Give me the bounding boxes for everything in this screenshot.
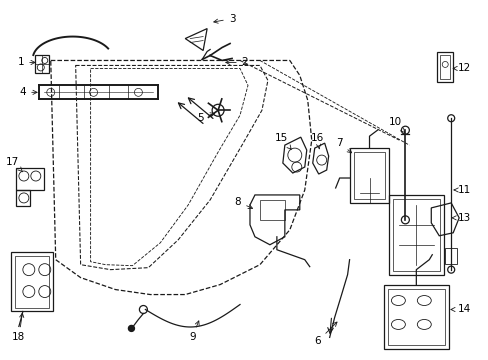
Circle shape [128,325,134,332]
Text: 2: 2 [225,58,248,67]
Text: 17: 17 [6,157,22,172]
Bar [16,190,30,206]
Text: 3: 3 [213,14,235,24]
Bar [16,168,44,190]
Text: 14: 14 [450,305,470,315]
Text: 11: 11 [453,185,470,195]
Bar [393,199,439,271]
Bar [11,252,53,311]
Text: 13: 13 [451,213,470,223]
Bar [15,256,49,307]
Bar [436,53,452,82]
Text: 9: 9 [188,321,199,342]
Bar [444,248,456,264]
Text: 18: 18 [12,313,25,342]
Text: 16: 16 [310,133,324,149]
Bar [353,152,385,199]
Text: 8: 8 [234,197,252,208]
Bar [387,289,444,345]
Circle shape [441,62,447,67]
Text: 5: 5 [197,113,214,123]
Bar [384,285,448,349]
Text: 4: 4 [20,87,37,97]
Text: 1: 1 [18,58,35,67]
Bar [439,55,449,80]
Text: 6: 6 [314,322,336,346]
Text: 7: 7 [336,138,351,153]
Text: 12: 12 [452,63,470,73]
Bar [260,200,285,220]
Bar [349,148,388,203]
Text: 10: 10 [388,117,404,132]
Text: 15: 15 [275,133,291,149]
Bar [388,195,443,275]
